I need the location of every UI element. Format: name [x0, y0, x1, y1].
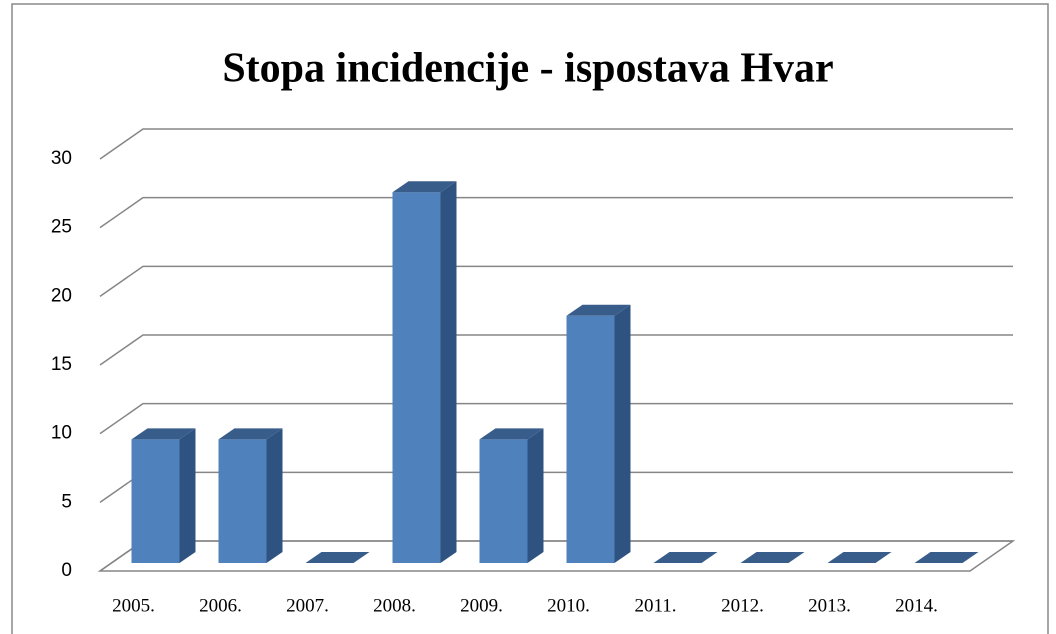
y-tick-label: 10 [51, 423, 72, 444]
bar-top [131, 428, 196, 440]
bar-side [614, 304, 631, 563]
bar-side [179, 428, 196, 563]
grid-line [99, 334, 1013, 366]
x-tick-label: 2007. [286, 595, 329, 616]
chart-border [11, 3, 1049, 634]
bar-top [653, 552, 718, 563]
x-tick-label: 2010. [547, 595, 590, 616]
x-tick-label: 2008. [373, 595, 416, 616]
y-tick-label: 20 [51, 285, 72, 306]
bar-side [440, 181, 457, 563]
bar-front [218, 439, 267, 563]
x-tick-label: 2014. [895, 595, 938, 616]
bar-front [479, 439, 528, 563]
x-tick-label: 2013. [808, 595, 851, 616]
bar-side [527, 428, 544, 563]
y-tick-label: 0 [61, 560, 72, 581]
bar-side [266, 428, 283, 563]
y-tick-label: 5 [61, 491, 72, 512]
grid-line [99, 196, 1013, 229]
bar-top [218, 428, 283, 440]
bar-top [740, 552, 805, 563]
x-tick-label: 2009. [460, 595, 503, 616]
bar-top [479, 428, 544, 440]
grid-line [99, 402, 1013, 435]
x-tick-label: 2006. [199, 595, 242, 616]
bar-front [566, 315, 615, 563]
bar-top [914, 552, 979, 563]
bar-top [392, 181, 457, 193]
bar-front [392, 192, 441, 563]
bar-top [305, 552, 370, 563]
y-tick-label: 25 [51, 217, 72, 238]
y-tick-label: 30 [51, 148, 72, 169]
x-tick-label: 2005. [112, 595, 155, 616]
chart-title: Stopa incidencije - ispostava Hvar [222, 46, 833, 92]
grid-line [99, 265, 1013, 297]
x-tick-label: 2011. [634, 595, 676, 616]
x-tick-label: 2012. [721, 595, 764, 616]
bar-front [131, 439, 180, 563]
bar-top [566, 304, 631, 316]
grid-line [99, 128, 1013, 160]
y-tick-label: 15 [51, 354, 72, 375]
bar-top [827, 552, 892, 563]
